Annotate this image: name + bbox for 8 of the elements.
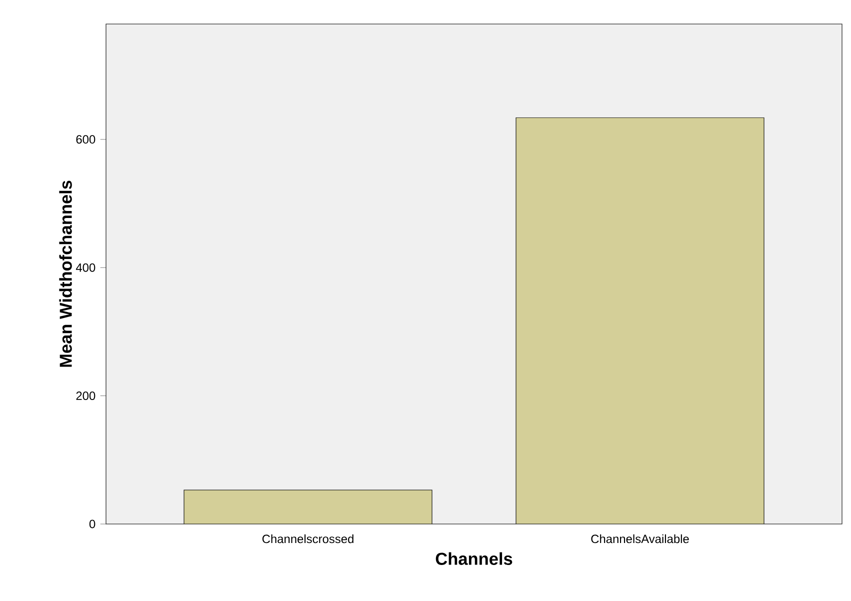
y-axis-title: Mean Widthofchannels [59,180,72,367]
y-tick-label: 600 [76,135,96,144]
x-axis-title: Channels [436,552,512,565]
x-tick-label: ChannelsAvailable [591,534,689,544]
x-tick-label: Channelscrossed [262,534,354,544]
y-tick-label: 400 [76,263,96,272]
y-tick-label: 0 [89,520,96,528]
y-tick-label: 200 [76,392,96,400]
